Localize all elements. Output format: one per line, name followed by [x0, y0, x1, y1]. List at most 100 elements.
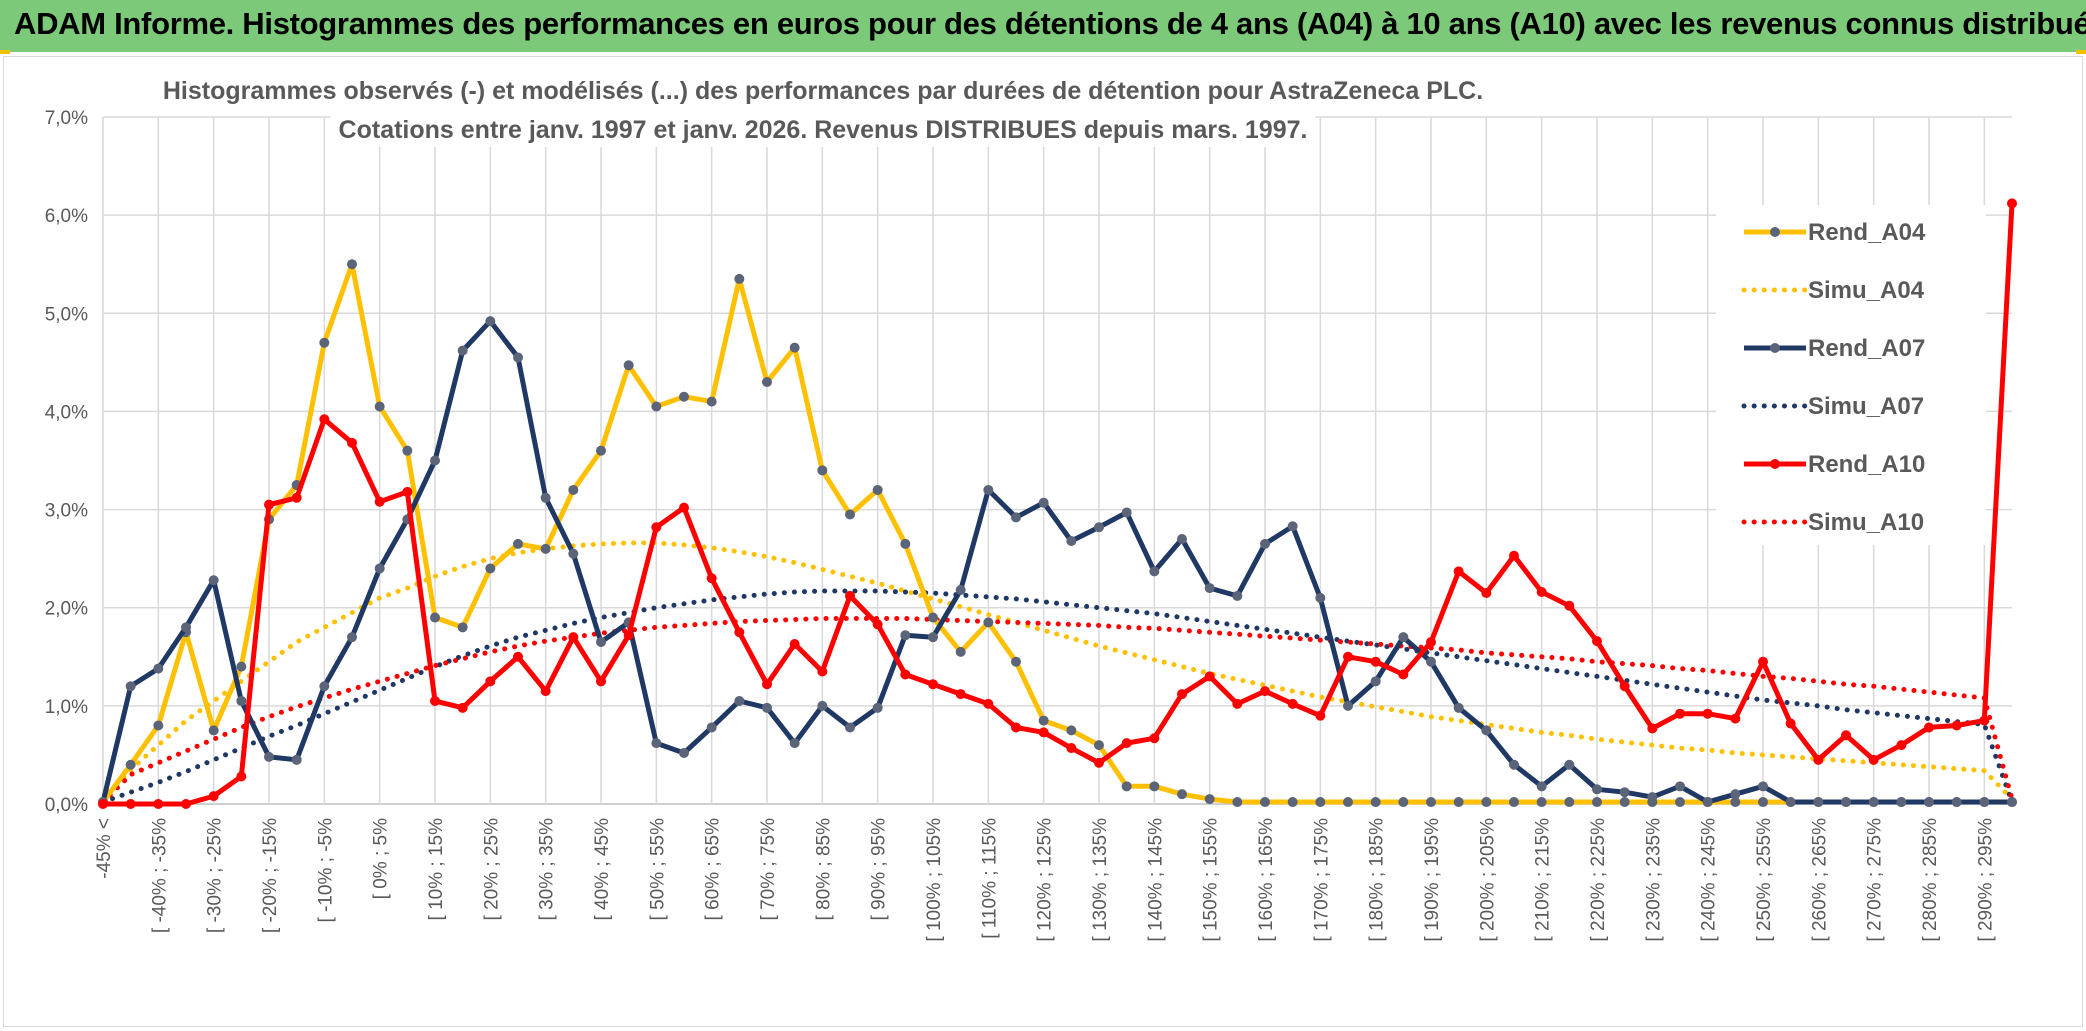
series-line-rend-a04 [100, 261, 2012, 805]
data-point-rend-a04 [430, 612, 440, 623]
data-point-rend-a04 [1011, 656, 1021, 667]
data-point-rend-a10 [208, 791, 219, 802]
x-tick-label: [ 80% ; 85% [813, 818, 834, 921]
data-point-rend-a04 [125, 759, 136, 770]
data-point-rend-a07 [236, 695, 247, 706]
data-point-rend-a10 [125, 799, 136, 809]
data-point-rend-a07 [928, 632, 938, 643]
data-point-rend-a04 [928, 612, 938, 623]
data-point-rend-a04 [900, 538, 911, 549]
data-point-rend-a10 [347, 437, 357, 448]
data-point-rend-a07 [1951, 797, 1962, 808]
data-point-rend-a04 [1564, 797, 1575, 808]
x-tick-label: [ -40% ; -35% [149, 818, 170, 933]
x-tick-label: [ 150% ; 155% [1201, 818, 1222, 942]
data-point-rend-a04 [1094, 740, 1104, 751]
x-tick-label: [ 160% ; 165% [1256, 818, 1277, 942]
chart-title-line: Histogrammes observés (-) et modélisés (… [163, 77, 1483, 105]
data-point-rend-a10 [1647, 723, 1658, 734]
x-tick-label: [ 220% ; 225% [1588, 818, 1609, 942]
data-point-rend-a10 [374, 496, 385, 507]
data-point-rend-a10 [153, 799, 164, 809]
data-point-rend-a10 [1813, 754, 1824, 765]
data-point-rend-a10 [1453, 566, 1464, 577]
data-point-rend-a07 [1841, 797, 1851, 808]
data-point-rend-a07 [1066, 535, 1077, 546]
data-point-rend-a10 [1287, 698, 1298, 709]
data-point-rend-a07 [762, 702, 772, 713]
legend-label-simu-a04: Simu_A04 [1808, 277, 1925, 304]
chart-title-background [154, 74, 1492, 108]
data-point-rend-a10 [845, 590, 855, 601]
data-point-rend-a04 [651, 401, 662, 412]
data-point-rend-a10 [1592, 636, 1602, 647]
data-point-rend-a07 [485, 316, 496, 327]
y-axis: 0,0% 1,0% 2,0% 3,0% 4,0% 5,0% 6,0% 7,0% [45, 108, 88, 816]
x-tick-label: [ 60% ; 65% [703, 818, 724, 921]
data-point-rend-a10 [2007, 198, 2017, 209]
data-point-rend-a10 [1702, 708, 1713, 719]
data-point-rend-a10 [402, 486, 413, 497]
data-point-rend-a07 [845, 722, 855, 733]
data-point-rend-a10 [596, 676, 606, 687]
data-point-rend-a07 [2007, 797, 2017, 808]
x-tick-label: [ 30% ; 35% [537, 818, 558, 921]
data-point-rend-a07 [872, 702, 883, 713]
x-tick-label: [ 270% ; 275% [1865, 818, 1886, 942]
data-point-rend-a07 [125, 681, 136, 692]
data-point-rend-a04 [817, 465, 828, 476]
data-point-rend-a10 [1121, 738, 1132, 749]
series-line-rend-a10 [103, 203, 2015, 807]
data-point-rend-a07 [568, 548, 579, 559]
data-point-rend-a10 [1066, 743, 1077, 754]
data-point-rend-a10 [1619, 681, 1630, 692]
data-point-rend-a04 [1038, 715, 1049, 726]
chart-title-background [330, 113, 1316, 147]
data-point-rend-a10 [1204, 671, 1215, 682]
data-point-rend-a10 [983, 698, 994, 709]
x-tick-label: [ 260% ; 265% [1809, 818, 1830, 942]
data-point-rend-a07 [1536, 781, 1547, 792]
data-point-rend-a04 [153, 720, 164, 731]
data-point-rend-a04 [1370, 797, 1381, 808]
x-tick-label: -45% < [94, 818, 115, 879]
data-point-rend-a04 [762, 376, 772, 387]
data-point-rend-a07 [900, 630, 911, 641]
y-tick-label: 6,0% [45, 206, 88, 227]
data-point-rend-a10 [1260, 686, 1270, 697]
data-point-rend-a10 [1868, 754, 1879, 765]
data-point-rend-a10 [1979, 715, 1990, 726]
data-point-rend-a10 [789, 639, 800, 650]
x-tick-label: [ -10% ; -5% [315, 818, 336, 923]
data-point-rend-a10 [1370, 656, 1381, 667]
data-point-rend-a07 [734, 695, 745, 706]
data-point-rend-a07 [347, 632, 357, 643]
legend: Rend_A04 Simu_A04 Rend_A07 Simu_A07 Rend_A10… [1716, 205, 1986, 545]
data-point-rend-a07 [1730, 789, 1741, 800]
data-point-rend-a04 [872, 484, 883, 495]
header-banner: ADAM Informe. Histogrammes des performan… [0, 0, 2086, 54]
data-point-rend-a10 [1177, 689, 1187, 700]
x-tick-label: [ 170% ; 175% [1311, 818, 1332, 942]
data-point-rend-a10 [1564, 600, 1575, 611]
data-point-rend-a07 [1121, 507, 1132, 518]
data-point-rend-a04 [402, 445, 413, 456]
data-point-rend-a07 [1260, 538, 1270, 549]
data-point-rend-a04 [1343, 797, 1353, 808]
data-point-rend-a07 [1896, 797, 1907, 808]
legend-background [1716, 205, 1986, 545]
data-point-rend-a10 [1675, 708, 1685, 719]
data-point-rend-a07 [319, 681, 330, 692]
chart-frame [3, 56, 2083, 1027]
data-point-rend-a04 [457, 622, 468, 633]
data-point-rend-a10 [706, 573, 717, 584]
data-point-rend-a10 [1841, 730, 1851, 741]
x-tick-label: [ 230% ; 235% [1643, 818, 1664, 942]
data-point-rend-a07 [1647, 792, 1658, 803]
legend-marker-rend-a04 [1770, 227, 1780, 237]
data-point-rend-a04 [1260, 797, 1270, 808]
y-tick-label: 4,0% [45, 402, 88, 423]
data-point-rend-a04 [1675, 797, 1685, 808]
data-point-rend-a10 [540, 686, 551, 697]
data-point-rend-a10 [1730, 713, 1741, 724]
